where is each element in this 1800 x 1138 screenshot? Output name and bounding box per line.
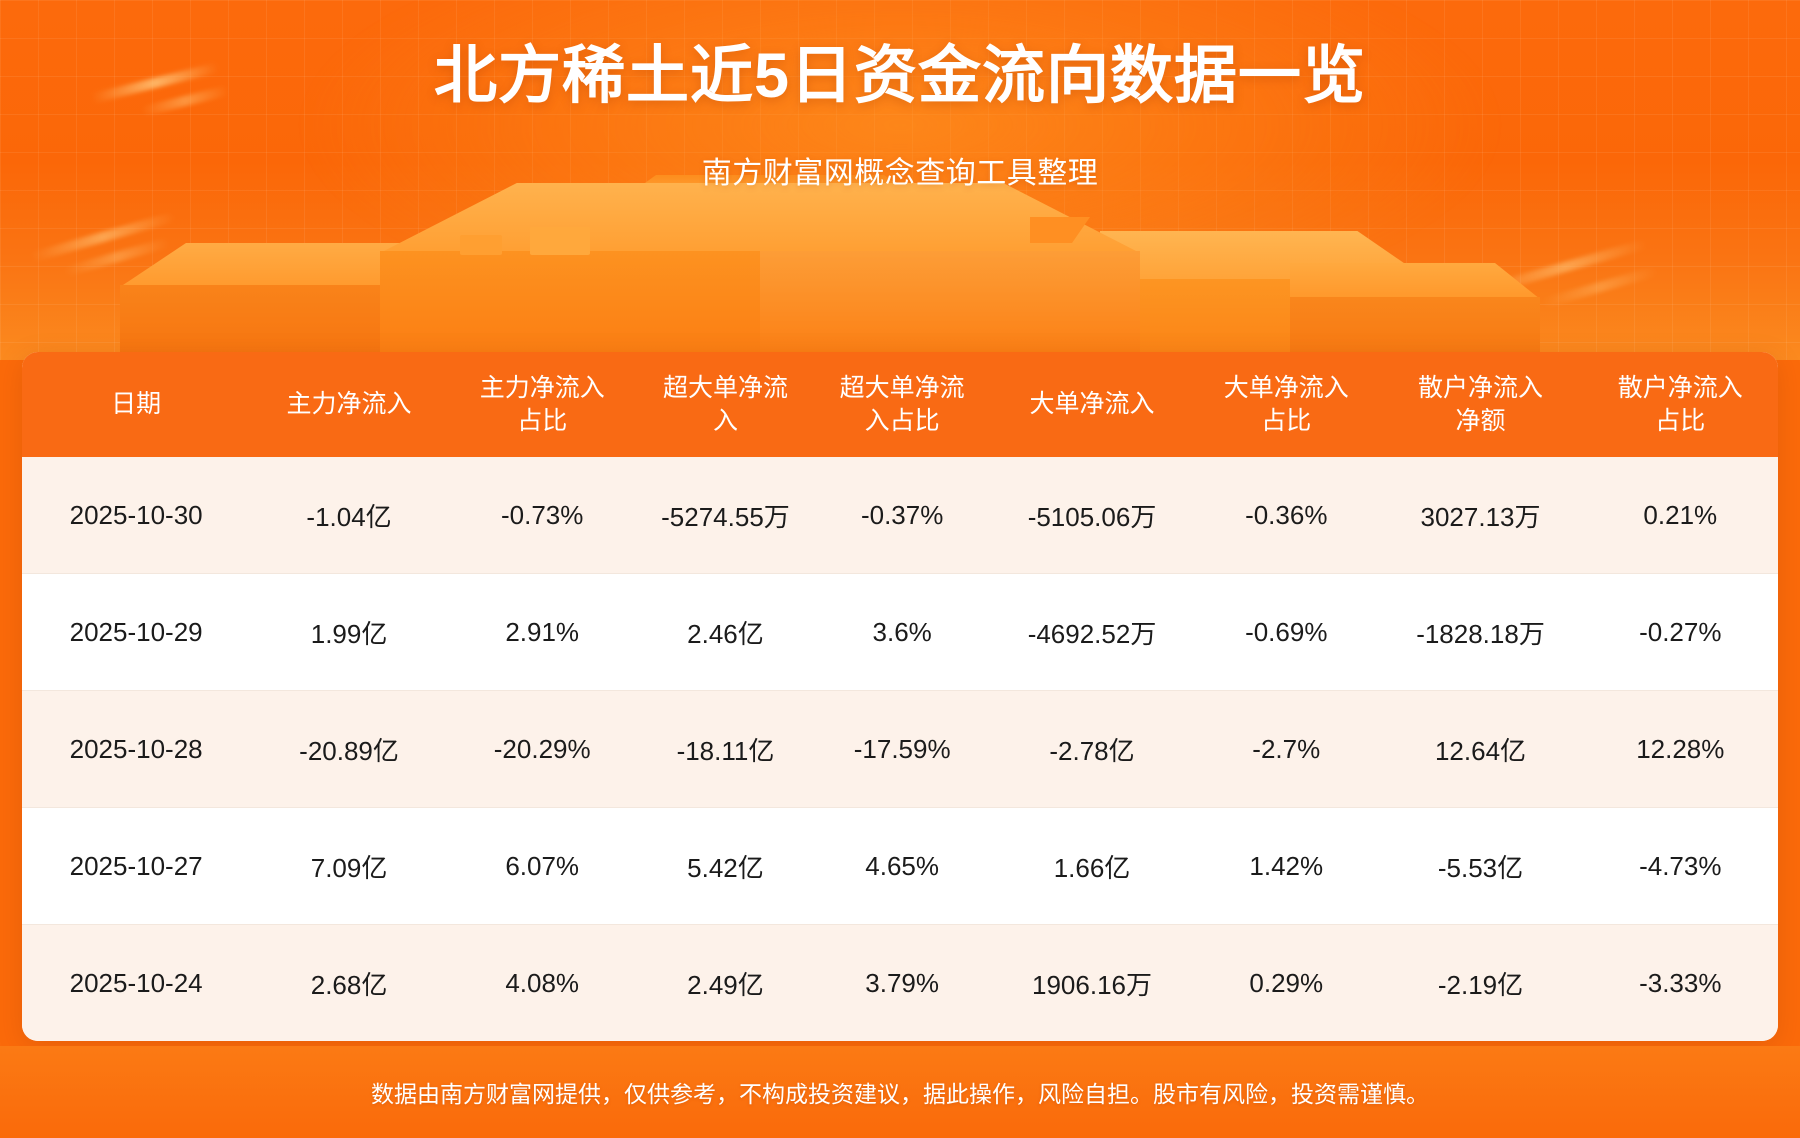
table-row: 2025-10-28 -20.89亿 -20.29% -18.11亿 -17.5… — [22, 690, 1778, 808]
col-header-super-net-pct: 超大单净流 入占比 — [814, 352, 990, 457]
cell-retail-net: -1828.18万 — [1378, 573, 1583, 691]
cell-big-net-pct: -0.36% — [1194, 457, 1379, 574]
col-header-line1: 日期 — [111, 390, 162, 419]
cell-big-net: -4692.52万 — [989, 573, 1195, 691]
cell-big-net: -5105.06万 — [989, 457, 1195, 574]
table-row: 2025-10-30 -1.04亿 -0.73% -5274.55万 -0.37… — [22, 457, 1778, 574]
cell-big-net-pct: 1.42% — [1194, 807, 1379, 925]
cell-main-net-pct: 4.08% — [505, 967, 580, 998]
cell-retail-net: -5.53亿 — [1378, 807, 1583, 925]
table-header-row: 日期 主力净流入 主力净流入 占比 超大单净流 入 超大单净流 入占比 — [22, 352, 1778, 457]
cell-super-net: 5.42亿 — [636, 807, 815, 925]
col-header-line1: 超大单净流 — [662, 374, 788, 402]
col-header-line2: 占比 — [1655, 406, 1706, 435]
table-body: 2025-10-30 -1.04亿 -0.73% -5274.55万 -0.37… — [22, 457, 1778, 1041]
footer-band — [0, 1046, 1800, 1138]
cell-main-net-pct: 6.07% — [447, 807, 637, 925]
podium-far-right-top — [1290, 263, 1540, 299]
cell-main-net-pct: -0.73% — [447, 457, 637, 574]
col-header-line1: 主力净流入 — [479, 374, 605, 402]
hero-banner — [0, 0, 1800, 360]
cell-main-net: -20.89亿 — [250, 690, 448, 808]
table-row: 2025-10-27 7.09亿 6.07% 5.42亿 4.65% 1.66亿… — [22, 807, 1778, 925]
cell-main-net: 7.09亿 — [250, 807, 448, 925]
cell-super-net: 2.46亿 — [636, 573, 815, 691]
cell-retail-net-pct: -4.73% — [1582, 807, 1778, 925]
col-header-line2: 占比 — [517, 406, 568, 435]
fund-flow-table: 日期 主力净流入 主力净流入 占比 超大单净流 入 超大单净流 入占比 — [22, 352, 1778, 1041]
page-subtitle: 南方财富网概念查询工具整理 — [701, 157, 1099, 190]
cell-retail-net-pct: 12.28% — [1582, 690, 1778, 808]
cell-super-net: 2.49亿 — [687, 969, 764, 1000]
col-header-line2: 占比 — [1261, 406, 1312, 435]
col-header-super-net: 超大单净流 入 — [636, 352, 815, 457]
cell-big-net-pct: 0.29% — [1249, 967, 1324, 998]
col-header-big-net-pct: 大单净流入 占比 — [1194, 352, 1379, 457]
col-header-date: 日期 — [22, 352, 251, 457]
cell-super-net-pct: 4.65% — [814, 807, 990, 925]
cell-super-net: -5274.55万 — [636, 457, 815, 574]
cell-retail-net: 3027.13万 — [1378, 457, 1583, 574]
cell-main-net: -1.04亿 — [250, 457, 448, 574]
cell-super-net-pct: -0.37% — [814, 457, 990, 574]
cell-retail-net-pct: 0.21% — [1582, 457, 1778, 574]
podium-center-shade — [760, 251, 1140, 360]
col-header-line2: 入 — [712, 406, 738, 435]
cell-retail-net: 12.64亿 — [1378, 690, 1583, 808]
data-table-card: 日期 主力净流入 主力净流入 占比 超大单净流 入 超大单净流 入占比 — [22, 352, 1778, 1041]
cell-big-net: 1906.16万 — [1032, 969, 1152, 1000]
cell-super-net-pct: 3.79% — [865, 967, 940, 998]
col-header-main-net: 主力净流入 — [250, 352, 448, 457]
table-row: 2025-10-24 2.68亿 4.08% 2.49亿 3.79% 1906.… — [22, 924, 1778, 1041]
col-header-big-net: 大单净流入 — [989, 352, 1195, 457]
cell-date: 2025-10-28 — [22, 690, 251, 808]
cell-super-net: -18.11亿 — [636, 690, 815, 808]
cell-big-net: -2.78亿 — [989, 690, 1195, 808]
col-header-line1: 散户净流入 — [1418, 374, 1544, 402]
col-header-line1: 主力净流入 — [286, 390, 412, 419]
cell-date: 2025-10-27 — [22, 807, 251, 925]
cell-date: 2025-10-29 — [22, 573, 251, 691]
col-header-line2: 入占比 — [864, 406, 940, 435]
podium-far-right-face — [1290, 297, 1540, 360]
cell-super-net-pct: 3.6% — [814, 573, 990, 691]
cell-main-net-pct: -20.29% — [447, 690, 637, 808]
col-header-main-net-pct: 主力净流入 占比 — [447, 352, 637, 457]
col-header-line1: 大单净流入 — [1223, 374, 1349, 402]
col-header-retail-net: 散户净流入 净额 — [1378, 352, 1583, 457]
cell-retail-net-pct: -3.33% — [1639, 967, 1722, 998]
cell-retail-net-pct: -0.27% — [1582, 573, 1778, 691]
podium-left-face — [120, 285, 420, 360]
cell-super-net-pct: -17.59% — [814, 690, 990, 808]
cell-main-net: 1.99亿 — [250, 573, 448, 691]
col-header-retail-net-pct: 散户净流入 占比 — [1582, 352, 1778, 457]
table-header: 日期 主力净流入 主力净流入 占比 超大单净流 入 超大单净流 入占比 — [22, 352, 1778, 457]
cell-big-net: 1.66亿 — [989, 807, 1195, 925]
table-row: 2025-10-29 1.99亿 2.91% 2.46亿 3.6% -4692.… — [22, 573, 1778, 691]
col-header-line1: 散户净流入 — [1617, 374, 1743, 402]
page-title: 北方稀土近5日资金流向数据一览 — [433, 41, 1367, 111]
col-header-line1: 大单净流入 — [1029, 390, 1155, 419]
cell-main-net-pct: 2.91% — [447, 573, 637, 691]
cell-retail-net: -2.19亿 — [1437, 969, 1524, 1000]
podium-chip — [530, 227, 590, 255]
podium-graphic — [0, 175, 1800, 360]
cell-big-net-pct: -2.7% — [1194, 690, 1379, 808]
podium-center-top — [380, 183, 1140, 253]
podium-center-face — [380, 251, 1140, 360]
podium-left-top — [120, 243, 420, 287]
col-header-line1: 超大单净流 — [839, 374, 965, 402]
col-header-line2: 净额 — [1455, 406, 1506, 435]
footer-disclaimer: 数据由南方财富网提供，仅供参考，不构成投资建议，据此操作，风险自担。股市有风险，… — [371, 1081, 1429, 1107]
cell-date: 2025-10-30 — [22, 457, 251, 574]
cell-date: 2025-10-24 — [69, 967, 203, 998]
podium-chip — [460, 235, 502, 255]
cell-main-net: 2.68亿 — [310, 969, 388, 1000]
cell-big-net-pct: -0.69% — [1194, 573, 1379, 691]
